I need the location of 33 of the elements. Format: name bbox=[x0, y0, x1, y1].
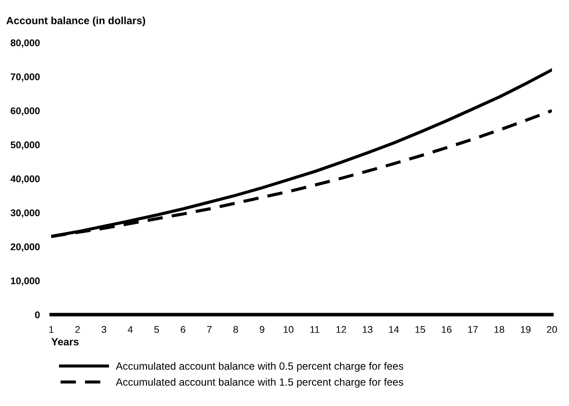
y-tick-label: 60,000 bbox=[10, 107, 40, 116]
y-tick-label: 20,000 bbox=[10, 243, 40, 252]
y-tick-label: 30,000 bbox=[10, 209, 40, 218]
y-tick-label: 70,000 bbox=[10, 73, 40, 82]
x-tick-label: 2 bbox=[75, 326, 80, 333]
y-tick-label: 80,000 bbox=[10, 39, 40, 48]
x-tick-label: 6 bbox=[180, 326, 186, 333]
y-axis-title: Account balance (in dollars) bbox=[6, 16, 146, 26]
x-tick-label: 15 bbox=[415, 326, 426, 333]
y-tick-label: 40,000 bbox=[10, 175, 40, 184]
y-tick-label: 0 bbox=[35, 311, 40, 318]
x-tick-label: 5 bbox=[154, 326, 159, 333]
x-tick-label: 3 bbox=[102, 326, 106, 333]
x-tick-label: 4 bbox=[128, 326, 133, 333]
legend-label: Accumulated account balance with 1.5 percent charge for fees bbox=[116, 378, 404, 388]
x-axis-title: Years bbox=[51, 338, 79, 346]
x-tick-label: 19 bbox=[520, 326, 531, 333]
x-tick-label: 1 bbox=[49, 326, 54, 333]
x-tick-label: 9 bbox=[260, 326, 264, 333]
x-tick-label: 17 bbox=[468, 326, 478, 333]
y-tick-label: 50,000 bbox=[10, 141, 40, 150]
x-tick-label: 7 bbox=[207, 326, 212, 333]
x-tick-label: 10 bbox=[284, 326, 294, 333]
y-tick-label: 10,000 bbox=[10, 277, 40, 286]
x-tick-label: 12 bbox=[336, 326, 346, 333]
x-tick-label: 11 bbox=[310, 326, 320, 333]
x-tick-label: 20 bbox=[547, 326, 557, 333]
x-tick-label: 8 bbox=[233, 326, 238, 333]
x-tick-label: 18 bbox=[494, 326, 504, 333]
x-tick-label: 16 bbox=[442, 326, 452, 333]
x-tick-label: 14 bbox=[389, 326, 399, 333]
x-tick-label: 13 bbox=[362, 326, 372, 333]
legend-label: Accumulated account balance with 0.5 percent charge for fees bbox=[116, 362, 404, 372]
